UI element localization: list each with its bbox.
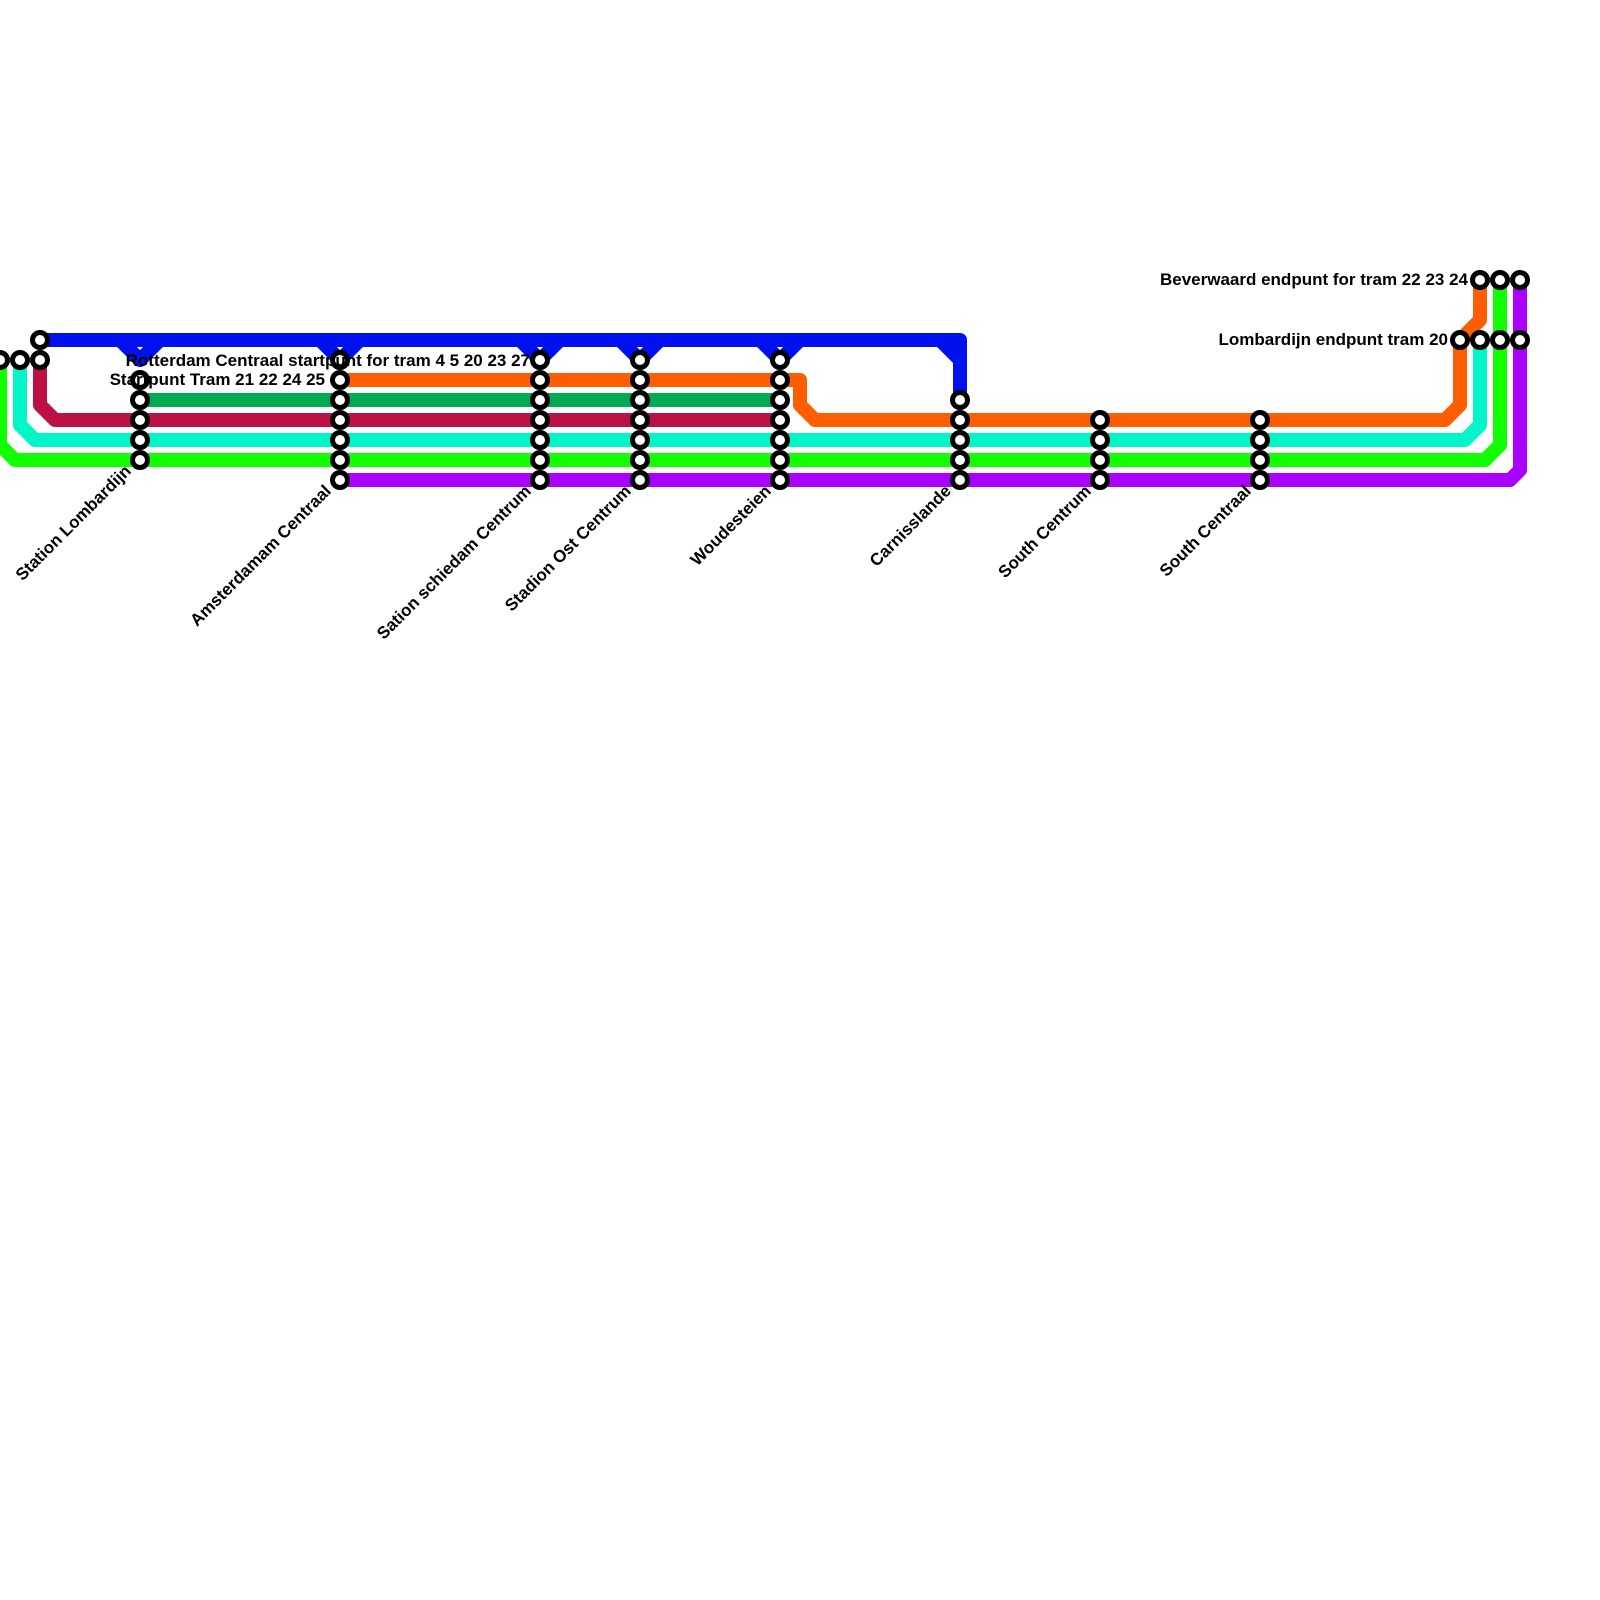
stop-south-centrum (1090, 410, 1110, 430)
stop-stadion-ost-centrum (630, 450, 650, 470)
stop-south-centraal (1250, 470, 1270, 490)
stop-lombardijn-endpunt (1510, 330, 1530, 350)
stop-south-centrum (1090, 450, 1110, 470)
station-label-woudesteien: Woudesteien (687, 481, 775, 569)
label-startpunt: Startpunt Tram 21 22 24 25 (110, 370, 325, 389)
stop-south-centraal (1250, 430, 1270, 450)
stop-station-lombardijn (130, 370, 150, 390)
stop-woudesteien (770, 430, 790, 450)
stop-amsterdamam-centraal (330, 430, 350, 450)
stop-lombardijn-endpunt (1470, 330, 1490, 350)
station-label-sation-schiedam-centrum: Sation schiedam Centrum (373, 481, 535, 643)
stop-stadion-ost-centrum (630, 370, 650, 390)
stop-beverwaard-endpunt (1490, 270, 1510, 290)
stop-amsterdamam-centraal (330, 390, 350, 410)
stop-woudesteien (770, 370, 790, 390)
stop-station-lombardijn (130, 390, 150, 410)
station-label-south-centraal: South Centraal (1156, 481, 1255, 580)
stop-stadion-ost-centrum (630, 410, 650, 430)
stop-stadion-ost-centrum (630, 390, 650, 410)
stop-sation-schiedam-centrum (530, 390, 550, 410)
label-beverwaard-endpunt: Beverwaard endpunt for tram 22 23 24 (1160, 270, 1469, 289)
label-lombardijn-endpunt: Lombardijn endpunt tram 20 (1218, 330, 1448, 349)
station-label-amsterdamam-centraal: Amsterdamam Centraal (186, 481, 334, 629)
stop-carnisslande (950, 410, 970, 430)
stop-sation-schiedam-centrum (530, 370, 550, 390)
stop-south-centrum (1090, 430, 1110, 450)
station-label-station-lombardijn: Station Lombardijn (12, 461, 135, 584)
stop-lombardijn-endpunt (1490, 330, 1510, 350)
stop-origin (0, 350, 10, 370)
stop-amsterdamam-centraal (330, 350, 350, 370)
line-crimson (33, 353, 787, 427)
stop-sation-schiedam-centrum (530, 470, 550, 490)
stop-woudesteien (770, 350, 790, 370)
stop-south-centraal (1250, 410, 1270, 430)
stop-sation-schiedam-centrum (530, 450, 550, 470)
station-label-carnisslande: Carnisslande (866, 481, 955, 570)
label-rotterdam-centraal: Rotterdam Centraal startpunt for tram 4 … (126, 351, 530, 370)
stop-origin (10, 350, 30, 370)
line-lime (0, 273, 1507, 467)
stop-carnisslande (950, 470, 970, 490)
stop-woudesteien (770, 410, 790, 430)
stop-carnisslande (950, 450, 970, 470)
stop-carnisslande (950, 390, 970, 410)
stop-station-lombardijn (130, 410, 150, 430)
stop-station-lombardijn (130, 430, 150, 450)
line-orange (333, 273, 1487, 427)
stop-beverwaard-endpunt (1510, 270, 1530, 290)
stop-sation-schiedam-centrum (530, 350, 550, 370)
stop-lombardijn-endpunt (1450, 330, 1470, 350)
stop-beverwaard-endpunt (1470, 270, 1490, 290)
stop-amsterdamam-centraal (330, 470, 350, 490)
stop-amsterdamam-centraal (330, 370, 350, 390)
line-aqua (13, 333, 1487, 447)
stop-amsterdamam-centraal (330, 450, 350, 470)
stop-stadion-ost-centrum (630, 470, 650, 490)
stop-carnisslande (950, 430, 970, 450)
line-purple (333, 273, 1527, 487)
stop-south-centrum (1090, 470, 1110, 490)
stop-origin (30, 330, 50, 350)
stop-woudesteien (770, 470, 790, 490)
stop-sation-schiedam-centrum (530, 410, 550, 430)
stop-station-lombardijn (130, 450, 150, 470)
stop-origin (30, 350, 50, 370)
stop-sation-schiedam-centrum (530, 430, 550, 450)
stop-woudesteien (770, 450, 790, 470)
stop-south-centraal (1250, 450, 1270, 470)
stop-stadion-ost-centrum (630, 430, 650, 450)
station-label-south-centrum: South Centrum (995, 481, 1095, 581)
stop-amsterdamam-centraal (330, 410, 350, 430)
stop-woudesteien (770, 390, 790, 410)
stop-stadion-ost-centrum (630, 350, 650, 370)
stops (0, 270, 1530, 490)
